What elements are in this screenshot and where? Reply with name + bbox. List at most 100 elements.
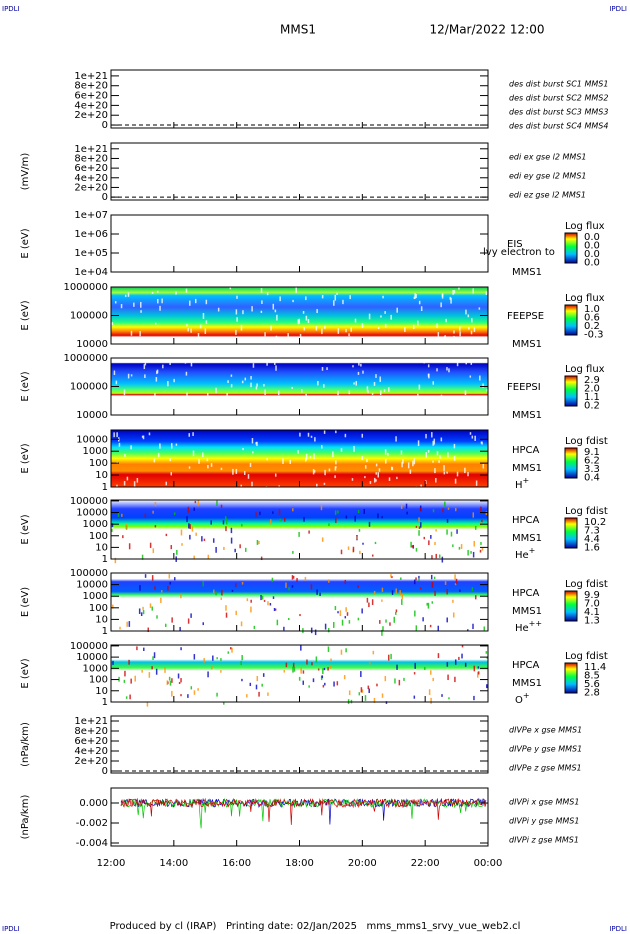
spectrogram-speckle bbox=[144, 374, 146, 379]
spectrogram-speckle bbox=[178, 682, 181, 685]
y-tick-label: -0.002 bbox=[76, 818, 108, 829]
spectrogram-speckle bbox=[146, 701, 149, 707]
spectrogram-speckle bbox=[152, 339, 155, 342]
spectrogram-speckle bbox=[192, 450, 195, 457]
colorbar-title: Log flux bbox=[565, 293, 605, 304]
spectrogram-speckle bbox=[277, 401, 280, 407]
spectrogram-speckle bbox=[481, 519, 483, 523]
spectrogram-speckle bbox=[305, 453, 308, 460]
spectrogram-speckle bbox=[155, 322, 157, 325]
footer: Produced by cl (IRAP) Printing date: 02/… bbox=[110, 921, 521, 932]
spectrogram-speckle bbox=[400, 577, 402, 580]
spectrogram-speckle bbox=[240, 324, 243, 331]
spectrogram-speckle bbox=[486, 360, 488, 363]
spectrogram-speckle bbox=[355, 381, 358, 386]
spectrogram-speckle bbox=[133, 302, 135, 307]
spectrogram-speckle bbox=[414, 610, 416, 617]
spectrogram-speckle bbox=[156, 290, 159, 294]
spectrogram-speckle bbox=[190, 613, 192, 618]
spectrogram-speckle bbox=[278, 509, 281, 515]
spectrogram-speckle bbox=[367, 685, 370, 690]
spectrogram-speckle bbox=[476, 397, 479, 401]
spectrogram-speckle bbox=[357, 510, 360, 514]
spectrogram-speckle bbox=[279, 296, 281, 302]
spectrogram-speckle bbox=[262, 409, 265, 415]
spectrogram-speckle bbox=[251, 481, 253, 487]
spectrogram-speckle bbox=[400, 450, 403, 455]
spectrogram-speckle bbox=[142, 435, 145, 440]
spectrogram-speckle bbox=[159, 443, 161, 449]
colorbar-label: 7.3 bbox=[584, 526, 600, 537]
spectrogram-speckle bbox=[251, 337, 254, 341]
spectrogram-speckle bbox=[327, 627, 330, 633]
spectrogram-speckle bbox=[322, 668, 324, 675]
spectrogram-speckle bbox=[185, 371, 188, 376]
spectrogram-speckle bbox=[340, 649, 343, 655]
spectrogram-speckle bbox=[203, 658, 205, 663]
spectrogram-speckle bbox=[381, 516, 383, 519]
spectrogram-speckle bbox=[435, 553, 437, 559]
spectrogram-speckle bbox=[483, 626, 486, 631]
legend-entry: des dist burst SC3 MMS3 bbox=[509, 108, 608, 117]
spectrogram-speckle bbox=[481, 441, 483, 445]
spectrogram-speckle bbox=[415, 525, 418, 528]
spectrogram-speckle bbox=[260, 594, 262, 601]
y-tick-label: 1 bbox=[102, 554, 108, 565]
spectrogram-speckle bbox=[368, 521, 371, 527]
spectrogram-speckle bbox=[352, 365, 354, 368]
spectrogram-speckle bbox=[302, 311, 305, 314]
spectrogram-speckle bbox=[439, 455, 441, 459]
spectrogram-speckle bbox=[447, 674, 449, 681]
spectrogram-speckle bbox=[173, 512, 176, 516]
spectrogram-speckle bbox=[181, 543, 183, 546]
spectrogram-speckle bbox=[396, 307, 398, 313]
spectrogram-speckle bbox=[366, 597, 369, 603]
spectrogram-speckle bbox=[151, 606, 154, 611]
spectrogram-speckle bbox=[452, 290, 454, 295]
spectrogram-speckle bbox=[154, 586, 156, 590]
spectrogram-speckle bbox=[321, 445, 323, 449]
spectrogram-speckle bbox=[189, 300, 191, 306]
spectrogram-speckle bbox=[422, 409, 424, 416]
spectrogram-speckle bbox=[266, 292, 269, 296]
spectrogram-speckle bbox=[447, 452, 449, 458]
spectrogram-speckle bbox=[427, 602, 430, 609]
spectrogram-speckle bbox=[404, 327, 406, 332]
spectrogram-speckle bbox=[446, 396, 448, 401]
spectrogram-speckle bbox=[364, 465, 367, 469]
spectrogram-speckle bbox=[384, 459, 387, 464]
spectrogram-speckle bbox=[471, 318, 473, 323]
spectrogram-speckle bbox=[157, 298, 159, 304]
spectrogram-speckle bbox=[216, 692, 218, 697]
spectrogram-speckle bbox=[223, 701, 225, 705]
spectrogram-speckle bbox=[171, 678, 173, 683]
spectrogram-speckle bbox=[324, 469, 326, 476]
spectrogram-speckle bbox=[472, 288, 475, 294]
spectrogram-speckle bbox=[328, 468, 331, 472]
spectrogram-speckle bbox=[368, 688, 370, 693]
spectrogram bbox=[111, 645, 488, 702]
spectrogram-speckle bbox=[378, 468, 381, 472]
spectrogram-speckle bbox=[200, 337, 203, 341]
y-axis-label: E (eV) bbox=[20, 587, 31, 617]
spectrogram-speckle bbox=[373, 477, 376, 483]
spectrogram-speckle bbox=[118, 442, 121, 447]
species-label: O+ bbox=[515, 691, 530, 707]
spectrogram-speckle bbox=[220, 670, 222, 673]
spectrogram-speckle bbox=[356, 536, 358, 540]
spectrogram-speckle bbox=[180, 647, 182, 651]
spectrogram-speckle bbox=[354, 318, 357, 323]
spectrogram-speckle bbox=[395, 436, 397, 442]
spectrogram-speckle bbox=[345, 648, 347, 653]
spectrogram-speckle bbox=[417, 396, 419, 402]
spectrogram-speckle bbox=[333, 681, 335, 687]
spectrogram-speckle bbox=[149, 603, 152, 608]
spectrogram-speckle bbox=[368, 661, 371, 665]
spectrogram-speckle bbox=[260, 556, 263, 561]
spectrogram-speckle bbox=[288, 587, 290, 591]
spectrogram-speckle bbox=[343, 675, 346, 680]
spectrogram-speckle bbox=[164, 667, 166, 673]
spectrogram-speckle bbox=[250, 375, 252, 380]
spectrogram-speckle bbox=[353, 382, 355, 385]
spectrogram-speckle bbox=[373, 697, 376, 703]
